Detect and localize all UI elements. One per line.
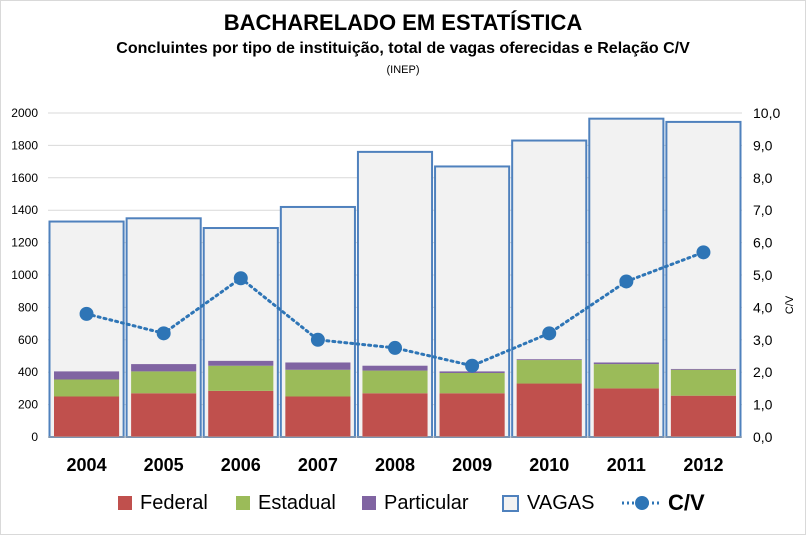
legend-item-particular: Particular [362, 488, 468, 518]
particular-bar [285, 362, 351, 370]
cv-point [542, 326, 557, 341]
federal-bar [593, 388, 659, 437]
estadual-bar [670, 369, 736, 396]
x-tick-label: 2008 [375, 455, 415, 475]
particular-bar [208, 360, 274, 366]
y-left-tick-label: 200 [18, 398, 38, 412]
y-left-tick-label: 400 [18, 365, 38, 379]
estadual-bar [362, 370, 428, 394]
legend-item-cv: C/V [622, 488, 705, 518]
cv-point [388, 340, 402, 355]
y-left-tick-label: 800 [18, 300, 38, 314]
x-tick-label: 2012 [683, 455, 723, 475]
x-tick-label: 2009 [452, 455, 492, 475]
x-tick-label: 2010 [529, 455, 569, 475]
estadual-bar [439, 373, 505, 394]
federal-bar [54, 396, 120, 437]
particular-bar [362, 365, 428, 371]
y-left-tick-label: 2000 [11, 106, 38, 120]
y-right-tick-label: 8,0 [753, 170, 773, 186]
federal-bar [516, 383, 582, 437]
chart-source: (INEP) [386, 64, 420, 76]
estadual-bar [593, 364, 659, 389]
legend-swatch-cv [622, 496, 662, 510]
legend-swatch-particular [362, 496, 376, 510]
federal-bar [439, 393, 505, 437]
legend-swatch-federal [118, 496, 132, 510]
federal-bar [362, 393, 428, 437]
estadual-bar [131, 371, 197, 394]
cv-point [696, 245, 711, 260]
y-left-tick-label: 1400 [11, 203, 38, 217]
cv-point [619, 274, 634, 289]
y-right-tick-label: 4,0 [753, 299, 773, 315]
legend-label-cv: C/V [668, 490, 705, 515]
y-right-tick-label: 10,0 [753, 105, 780, 121]
y-left-tick-label: 1600 [11, 171, 38, 185]
y-left-tick-label: 1800 [11, 138, 38, 152]
particular-bar [131, 364, 197, 372]
federal-bar [670, 395, 736, 437]
y-right-tick-label: 5,0 [753, 267, 773, 283]
legend-label-estadual: Estadual [258, 491, 336, 514]
legend-swatch-vagas [502, 494, 519, 512]
cv-point [465, 358, 480, 373]
y-right-tick-label: 3,0 [753, 332, 773, 348]
estadual-bar [54, 379, 120, 397]
y-left-tick-label: 1200 [11, 236, 38, 250]
x-tick-label: 2005 [144, 455, 184, 475]
cv-point [310, 332, 325, 347]
federal-bar [131, 393, 197, 437]
cv-point [233, 271, 248, 286]
y-right-tick-label: 0,0 [753, 429, 773, 445]
federal-bar [285, 396, 351, 437]
cv-point [79, 306, 94, 321]
legend-label-particular: Particular [384, 491, 469, 514]
particular-bar [516, 359, 582, 361]
chart-subtitle: Concluintes por tipo de instituição, tot… [116, 40, 690, 57]
particular-bar [593, 362, 659, 365]
federal-bar [208, 390, 274, 437]
x-tick-label: 2011 [607, 455, 646, 475]
y-left-tick-label: 600 [18, 333, 38, 347]
y-right-tick-label: 2,0 [753, 364, 773, 380]
y-right-tick-label: 1,0 [753, 397, 773, 413]
legend-item-estadual: Estadual [236, 488, 336, 518]
chart-legend: Federal Estadual Particular VAGAS C/V [0, 488, 806, 518]
bar-line-chart: 0 200 400 600 800 1000 1200 1400 1600 1800 2000 0,0… [11, 105, 796, 475]
legend-label-federal: Federal [140, 491, 208, 514]
cv-point [156, 326, 171, 341]
legend-item-federal: Federal [118, 488, 208, 518]
chart-title: BACHARELADO EM ESTATÍSTICA [223, 10, 583, 35]
x-tick-label: 2006 [221, 455, 261, 475]
x-tick-label: 2004 [67, 455, 107, 475]
y-right-axis-label: C/V [784, 295, 796, 314]
y-right-tick-label: 7,0 [753, 202, 773, 218]
y-left-tick-label: 1000 [11, 268, 38, 282]
estadual-bar [208, 365, 274, 391]
particular-bar [54, 371, 120, 380]
legend-swatch-estadual [236, 496, 250, 510]
estadual-bar [285, 369, 351, 397]
y-left-tick-label: 0 [31, 430, 38, 444]
estadual-bar [516, 360, 582, 384]
legend-label-vagas: VAGAS [527, 491, 595, 514]
legend-item-vagas: VAGAS [502, 488, 594, 518]
x-tick-label: 2007 [298, 455, 338, 475]
particular-bar [670, 368, 736, 370]
y-right-tick-label: 6,0 [753, 235, 773, 251]
y-right-tick-label: 9,0 [753, 137, 773, 153]
